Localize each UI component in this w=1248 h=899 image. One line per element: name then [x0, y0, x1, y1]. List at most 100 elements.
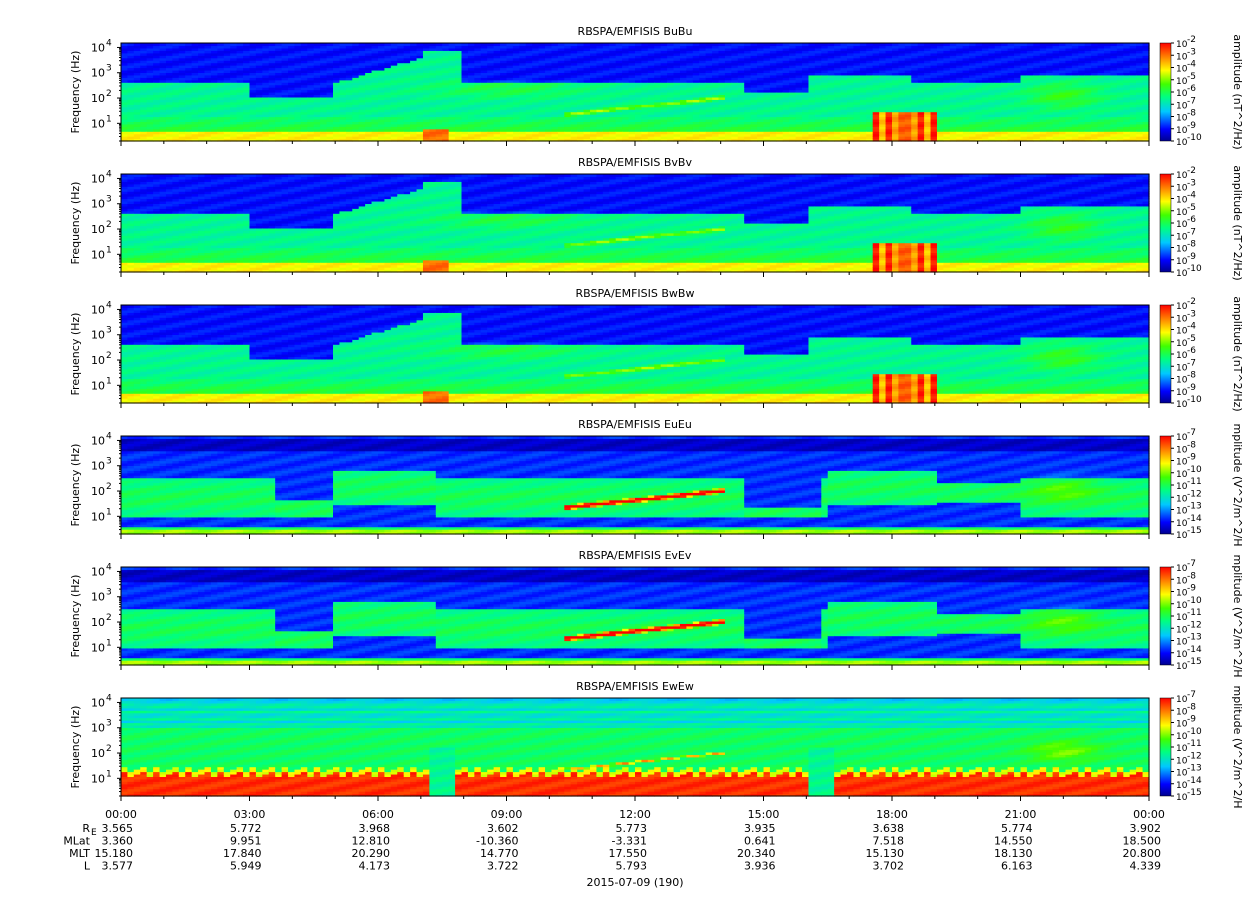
heatmap-cell: [178, 82, 186, 86]
heatmap-cell: [275, 138, 283, 142]
heatmap-cell: [172, 65, 180, 69]
heatmap-cell: [442, 50, 450, 54]
heatmap-cell: [339, 114, 347, 118]
heatmap-cell: [429, 138, 437, 142]
heatmap-cell: [204, 116, 212, 120]
heatmap-cell: [307, 87, 315, 91]
heatmap-cell: [268, 52, 276, 56]
heatmap-cell: [217, 118, 225, 122]
heatmap-cell: [198, 104, 206, 108]
heatmap-cell: [268, 126, 276, 130]
heatmap-cell: [165, 57, 173, 61]
heatmap-cell: [172, 89, 180, 93]
heatmap-cell: [352, 116, 360, 120]
heatmap-cell: [416, 128, 424, 132]
heatmap-cell: [127, 57, 135, 61]
heatmap-cell: [223, 138, 231, 142]
heatmap-cell: [429, 94, 437, 98]
heatmap-cell: [448, 109, 456, 113]
heatmap-cell: [255, 131, 263, 135]
heatmap-cell: [416, 62, 424, 66]
heatmap-cell: [320, 111, 328, 115]
heatmap-cell: [191, 74, 199, 78]
heatmap-cell: [223, 133, 231, 137]
heatmap-cell: [153, 62, 161, 66]
heatmap-cell: [378, 62, 386, 66]
heatmap-cell: [198, 94, 206, 98]
heatmap-cell: [255, 72, 263, 76]
heatmap-cell: [339, 77, 347, 81]
heatmap-cell: [268, 45, 276, 49]
heatmap-cell: [249, 96, 257, 100]
heatmap-cell: [307, 101, 315, 105]
heatmap-cell: [204, 43, 212, 47]
heatmap-cell: [236, 79, 244, 83]
heatmap-cell: [333, 116, 341, 120]
heatmap-cell: [281, 45, 289, 49]
heatmap-cell: [127, 50, 135, 54]
heatmap-cell: [448, 101, 456, 105]
heatmap-cell: [140, 79, 148, 83]
heatmap-cell: [397, 126, 405, 130]
heatmap-cell: [243, 111, 251, 115]
heatmap-cell: [178, 126, 186, 130]
heatmap-cell: [255, 55, 263, 59]
heatmap-cell: [352, 82, 360, 86]
heatmap-cell: [333, 82, 341, 86]
heatmap-cell: [191, 121, 199, 125]
heatmap-cell: [268, 106, 276, 110]
heatmap-cell: [153, 60, 161, 64]
heatmap-cell: [281, 84, 289, 88]
heatmap-cell: [448, 123, 456, 127]
heatmap-cell: [159, 45, 167, 49]
heatmap-cell: [140, 114, 148, 118]
heatmap-cell: [422, 123, 430, 127]
heatmap-cell: [262, 69, 270, 73]
heatmap-cell: [243, 116, 251, 120]
heatmap-cell: [140, 116, 148, 120]
heatmap-cell: [236, 106, 244, 110]
heatmap-cell: [345, 55, 353, 59]
heatmap-cell: [384, 52, 392, 56]
heatmap-cell: [288, 114, 296, 118]
heatmap-cell: [133, 84, 141, 88]
heatmap-cell: [178, 69, 186, 73]
heatmap-cell: [326, 109, 334, 113]
heatmap-cell: [223, 50, 231, 54]
heatmap-cell: [262, 126, 270, 130]
heatmap-cell: [410, 109, 418, 113]
heatmap-cell: [121, 92, 129, 96]
heatmap-cell: [320, 45, 328, 49]
heatmap-cell: [326, 128, 334, 132]
heatmap-cell: [403, 114, 411, 118]
heatmap-cell: [345, 87, 353, 91]
heatmap-cell: [178, 72, 186, 76]
heatmap-cell: [288, 109, 296, 113]
heatmap-cell: [191, 109, 199, 113]
heatmap-cell: [313, 128, 321, 132]
heatmap-cell: [397, 84, 405, 88]
heatmap-cell: [210, 106, 218, 110]
heatmap-cell: [133, 69, 141, 73]
heatmap-cell: [390, 55, 398, 59]
heatmap-cell: [384, 96, 392, 100]
heatmap-cell: [384, 114, 392, 118]
heatmap-cell: [121, 65, 129, 69]
heatmap-cell: [249, 57, 257, 61]
heatmap-cell: [455, 121, 463, 125]
heatmap-cell: [121, 111, 129, 115]
heatmap-cell: [378, 55, 386, 59]
heatmap-cell: [140, 50, 148, 54]
heatmap-cell: [140, 62, 148, 66]
heatmap-cell: [275, 77, 283, 81]
heatmap-cell: [345, 118, 353, 122]
heatmap-cell: [268, 109, 276, 113]
heatmap-cell: [204, 106, 212, 110]
heatmap-cell: [320, 79, 328, 83]
heatmap-cell: [300, 94, 308, 98]
heatmap-cell: [159, 50, 167, 54]
heatmap-cell: [191, 138, 199, 142]
heatmap-cell: [223, 74, 231, 78]
heatmap-cell: [384, 123, 392, 127]
heatmap-cell: [320, 131, 328, 135]
